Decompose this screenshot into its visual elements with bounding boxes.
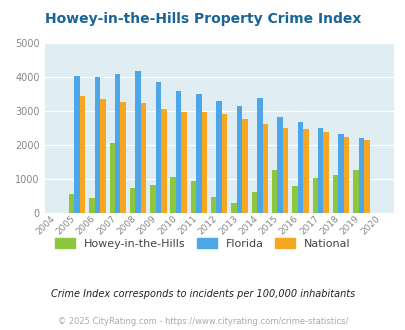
Bar <box>120 102 126 213</box>
Bar <box>130 188 135 213</box>
Bar <box>69 194 74 213</box>
Bar <box>282 128 288 213</box>
Bar <box>100 99 105 213</box>
Text: © 2025 CityRating.com - https://www.cityrating.com/crime-statistics/: © 2025 CityRating.com - https://www.city… <box>58 317 347 326</box>
Bar <box>242 119 247 213</box>
Bar <box>175 91 181 213</box>
Bar <box>262 124 267 213</box>
Bar <box>251 192 256 213</box>
Bar <box>216 101 222 213</box>
Bar <box>332 176 337 213</box>
Bar <box>155 82 161 213</box>
Bar <box>201 112 207 213</box>
Bar <box>190 181 196 213</box>
Bar <box>211 197 216 213</box>
Bar <box>352 170 358 213</box>
Bar <box>161 109 166 213</box>
Bar <box>303 129 308 213</box>
Bar <box>222 114 227 213</box>
Bar <box>115 74 120 213</box>
Bar <box>80 96 85 213</box>
Bar <box>297 122 303 213</box>
Bar <box>236 107 242 213</box>
Bar <box>150 185 155 213</box>
Bar <box>358 138 363 213</box>
Bar <box>89 198 94 213</box>
Text: Howey-in-the-Hills Property Crime Index: Howey-in-the-Hills Property Crime Index <box>45 12 360 25</box>
Bar <box>337 134 343 213</box>
Text: Crime Index corresponds to incidents per 100,000 inhabitants: Crime Index corresponds to incidents per… <box>51 289 354 299</box>
Bar <box>277 117 282 213</box>
Bar <box>317 127 323 213</box>
Bar <box>141 103 146 213</box>
Bar <box>363 140 369 213</box>
Bar <box>170 177 175 213</box>
Bar <box>94 77 100 213</box>
Bar <box>312 178 317 213</box>
Bar <box>292 186 297 213</box>
Bar <box>181 112 186 213</box>
Bar <box>323 132 328 213</box>
Bar <box>271 170 277 213</box>
Bar <box>231 203 236 213</box>
Bar <box>256 98 262 213</box>
Bar <box>109 143 115 213</box>
Bar <box>135 72 141 213</box>
Bar <box>196 93 201 213</box>
Bar <box>343 137 348 213</box>
Legend: Howey-in-the-Hills, Florida, National: Howey-in-the-Hills, Florida, National <box>51 234 354 253</box>
Bar <box>74 76 80 213</box>
